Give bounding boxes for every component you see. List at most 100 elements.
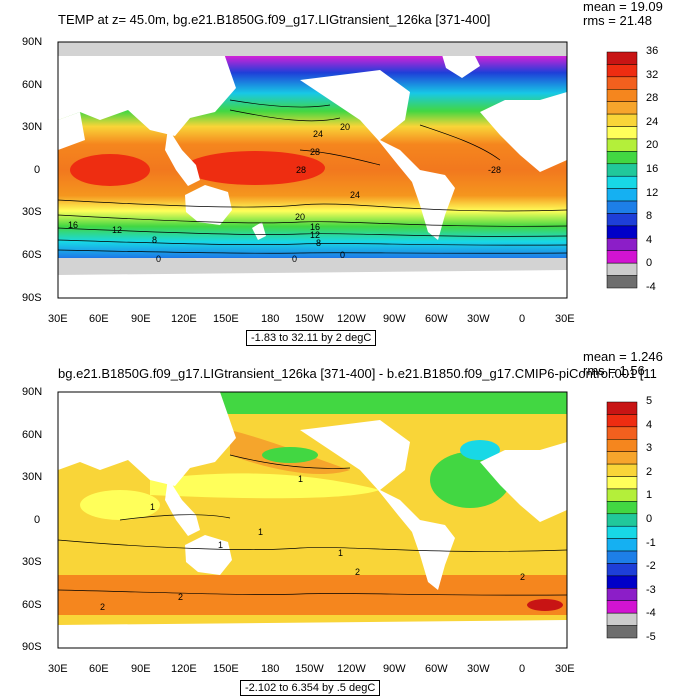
lon-tick: 30E [555, 663, 575, 675]
land-maritime [165, 128, 200, 186]
svg-text:1: 1 [298, 474, 303, 484]
svg-text:16: 16 [310, 222, 320, 232]
lon-tick: 60W [425, 313, 448, 325]
panel-1-range-label: -1.83 to 32.11 by 2 degC [246, 330, 377, 346]
land-africa-east [58, 112, 85, 150]
svg-text:28: 28 [296, 165, 306, 175]
lon-tick: 90E [131, 663, 151, 675]
colorbar-label: 20 [646, 139, 659, 152]
colorbar-swatch [606, 525, 638, 539]
colorbar-swatch [606, 476, 638, 490]
colorbar-swatch [606, 401, 638, 415]
land-antarctica [58, 270, 567, 298]
lon-tick: 0 [519, 663, 526, 675]
colorbar-label: -5 [646, 631, 656, 643]
lon-tick: 0 [519, 313, 526, 325]
colorbar-swatch [606, 451, 638, 465]
lon-tick: 120E [171, 663, 197, 675]
lon-tick: 30E [555, 313, 575, 325]
colorbar-swatch [606, 600, 638, 614]
svg-text:2: 2 [355, 567, 360, 577]
svg-text:2: 2 [178, 592, 183, 602]
warm-pool-indian [70, 154, 150, 186]
colorbar-label: 4 [646, 418, 653, 431]
svg-text:1: 1 [218, 540, 223, 550]
colorbar-label: -1 [646, 536, 656, 549]
lon-tick: 90W [383, 313, 406, 325]
land-africa-europe [480, 92, 567, 172]
svg-text:12: 12 [310, 230, 320, 240]
colorbar-swatch [606, 563, 638, 577]
colorbar-swatch [606, 439, 638, 452]
lat-tick: 30S [22, 556, 42, 568]
lon-tick: 120W [337, 663, 366, 675]
colorbar-label: 0 [646, 257, 653, 270]
sea-ice-north [58, 42, 567, 56]
panel-1-contours [58, 99, 567, 254]
colorbar-swatch [606, 550, 638, 564]
panel-2-field [58, 392, 567, 648]
panel-2-range-label: -2.102 to 6.354 by .5 degC [240, 680, 381, 696]
colorbar-label: 24 [646, 115, 659, 128]
lon-tick: 150E [213, 663, 239, 675]
svg-text:12: 12 [112, 225, 122, 235]
lat-tick: 90S [22, 641, 42, 653]
green-patch [262, 447, 318, 463]
svg-text:24: 24 [350, 190, 360, 200]
land-eurasia [58, 42, 236, 136]
lat-tick: 30N [22, 471, 43, 483]
panel-2-contour-labels: 1 1 1 1 2 2 2 2 1 [100, 474, 525, 612]
colorbar-label: 2 [646, 465, 653, 478]
svg-text:24: 24 [313, 129, 323, 139]
lon-tick: 180 [261, 663, 280, 675]
lon-tick: 120E [171, 313, 197, 325]
lon-tick: 150E [213, 313, 239, 325]
lat-tick: 60S [22, 599, 42, 611]
lat-tick: 30S [22, 206, 42, 218]
lon-tick: 30E [48, 663, 68, 675]
lat-tick: 60N [22, 429, 43, 441]
svg-text:1: 1 [338, 548, 343, 558]
lon-tick: 90E [131, 313, 151, 325]
lon-tick: 30W [467, 313, 490, 325]
land-maritime [165, 478, 200, 536]
colorbar-label: 8 [646, 210, 653, 223]
colorbar-label: 28 [646, 92, 659, 105]
indian-yellow [80, 490, 160, 520]
land-nz [252, 222, 266, 240]
lon-tick: 180 [261, 313, 280, 325]
pacific-tongue [150, 473, 380, 499]
colorbar-label: 0 [646, 513, 653, 525]
colorbar-swatch [606, 513, 638, 527]
land-eurasia [58, 392, 236, 486]
svg-text:2: 2 [520, 572, 525, 582]
land-americas [300, 70, 455, 240]
colorbar-label: -4 [646, 281, 656, 293]
land-americas [300, 420, 455, 590]
colorbar-label: 32 [646, 68, 659, 81]
svg-text:0: 0 [292, 254, 297, 264]
colorbar-swatch [606, 275, 638, 289]
svg-text:8: 8 [316, 238, 321, 248]
lat-tick: 60S [22, 249, 42, 261]
lat-tick: 0 [34, 514, 41, 526]
svg-text:1: 1 [150, 502, 155, 512]
panel-1-mean: mean = 19.09 [583, 0, 663, 14]
colorbar-swatch [606, 612, 638, 626]
panel-1-contour-labels: 20 24 28 28 -28 24 20 16 12 8 0 16 12 8 … [68, 122, 501, 264]
colorbar-swatch [606, 538, 638, 552]
atlantic-cool [460, 440, 500, 460]
lon-tick: 60W [425, 663, 448, 675]
lon-tick: 30E [48, 313, 68, 325]
panel-1-rms: rms = 21.48 [583, 13, 653, 28]
colorbar-label: 5 [646, 395, 653, 407]
colorbar-label: 3 [646, 442, 653, 455]
lon-tick: 90W [383, 663, 406, 675]
colorbar-label: 4 [646, 233, 653, 246]
colorbar-swatch [606, 426, 638, 440]
panel-1-field [58, 42, 567, 298]
lat-tick: 90N [22, 36, 43, 48]
